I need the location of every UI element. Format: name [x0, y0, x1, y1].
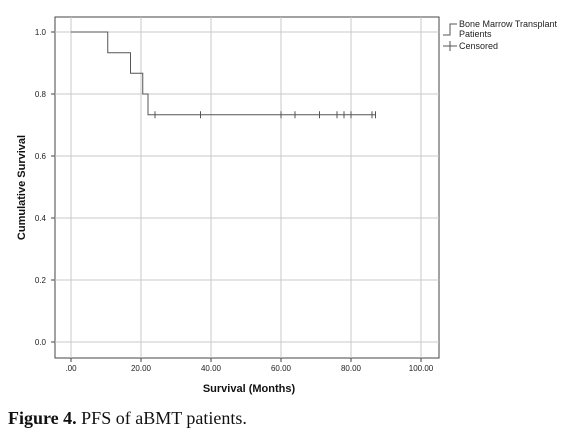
x-tick-label: 40.00 — [201, 364, 222, 373]
y-tick-label: 0.0 — [35, 338, 47, 347]
legend-label-series: Bone Marrow Transplant — [459, 19, 558, 29]
km-chart: 0.0 0.2 0.4 0.6 0.8 1.0 .00 20.00 40.00 60.00 80.0… — [16, 16, 558, 395]
km-chart-svg: 0.0 0.2 0.4 0.6 0.8 1.0 .00 20.00 40.00 60.00 80.0… — [16, 16, 558, 395]
legend-label-censored: Censored — [459, 41, 498, 51]
x-tick-label: .00 — [65, 364, 77, 373]
x-tick-label: 20.00 — [131, 364, 152, 373]
x-axis-title: Survival (Months) — [203, 383, 296, 395]
figure-caption-label: Figure 4. — [8, 408, 77, 428]
x-tick-label: 80.00 — [341, 364, 362, 373]
figure-caption-text: PFS of aBMT patients. — [76, 408, 247, 428]
survival-step-line — [71, 31, 376, 116]
legend-label-series: Patients — [459, 29, 492, 39]
y-tick-label: 0.6 — [35, 152, 47, 161]
y-tick-label: 0.8 — [35, 90, 47, 99]
y-tick-label: 0.4 — [35, 214, 47, 223]
y-tick-label: 0.2 — [35, 276, 47, 285]
y-axis-title: Cumulative Survival — [16, 135, 28, 240]
x-tick-label: 100.00 — [409, 364, 434, 373]
legend-step-line-symbol — [443, 23, 457, 36]
figure-caption: Figure 4. PFS of aBMT patients. — [8, 408, 247, 429]
x-tick-label: 60.00 — [271, 364, 292, 373]
plot-frame — [54, 16, 440, 359]
y-tick-label: 1.0 — [35, 28, 47, 37]
